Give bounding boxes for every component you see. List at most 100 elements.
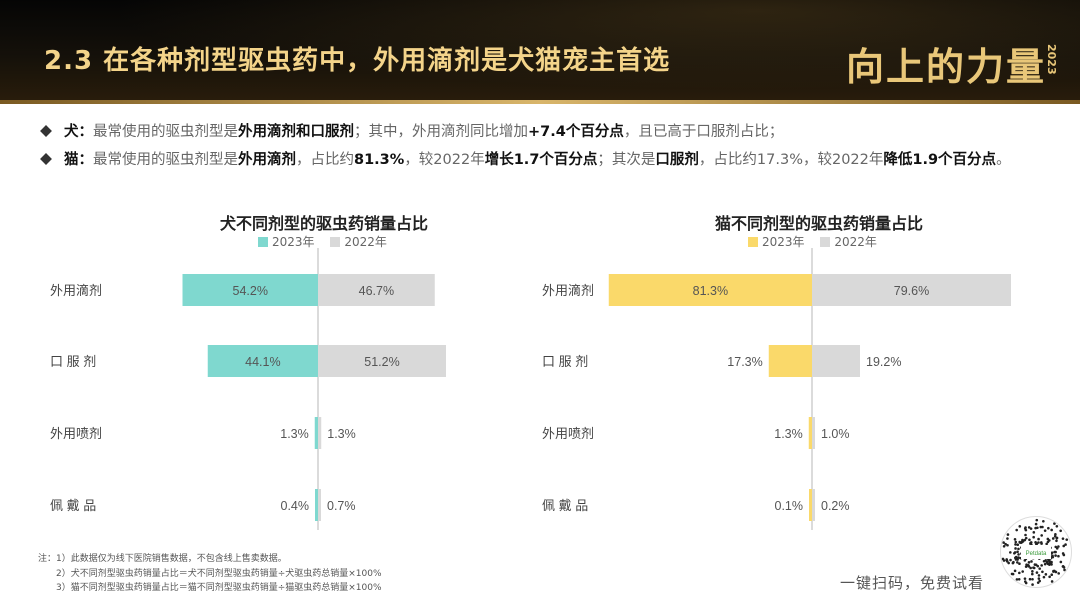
qr-dot [1018, 571, 1021, 575]
qr-dot [1035, 542, 1039, 545]
qr-dot [1006, 543, 1009, 547]
qr-dot [1064, 543, 1067, 546]
qr-dot [1046, 540, 1050, 544]
bullet-text: ；其中，外用滴剂同比增加 [354, 124, 528, 140]
qr-dot [1002, 541, 1005, 544]
qr-dot [1037, 574, 1041, 577]
qr-dot [1004, 542, 1007, 546]
qr-dot [1041, 570, 1044, 574]
bar-2022 [318, 274, 435, 306]
qr-dot [1054, 533, 1057, 536]
qr-dot [1048, 575, 1051, 579]
data-label-2022: 1.0% [821, 427, 850, 441]
qr-dot [1034, 522, 1038, 526]
qr-dot [1053, 522, 1056, 525]
bullet-dog: 犬：最常使用的驱虫剂型是外用滴剂和口服剂；其中，外用滴剂同比增加+7.4个百分点… [40, 118, 1060, 146]
category-label: 外用喷剂 [542, 426, 594, 441]
qr-dot [1059, 529, 1062, 533]
qr-dot [1017, 553, 1020, 556]
legend-item-2022: 2022年 [330, 235, 387, 249]
qr-dot [1009, 558, 1012, 562]
bar-2023 [182, 274, 318, 306]
bar-2022 [812, 274, 1011, 306]
qr-dot [1021, 570, 1024, 573]
bullet-emphasis: 外用滴剂和口服剂 [238, 124, 354, 140]
qr-dot [1024, 533, 1027, 537]
bar-2022 [318, 489, 321, 521]
qr-dot [1053, 534, 1057, 538]
qr-dot [1011, 572, 1015, 576]
qr-dot [1061, 537, 1065, 540]
qr-label: Petdata [1026, 551, 1047, 557]
data-label-2023: 0.4% [281, 499, 310, 513]
qr-dot [1046, 537, 1050, 541]
qr-dot [1065, 538, 1069, 541]
qr-dot [1024, 565, 1028, 568]
brand-logo-year: 2023 [1045, 44, 1058, 75]
bullet-emphasis: 81.3% [354, 152, 405, 168]
qr-dot [1017, 577, 1021, 581]
qr-dot [1001, 557, 1005, 561]
qr-dot [1024, 581, 1028, 585]
data-label-2023: 0.1% [775, 499, 804, 513]
qr-dot [1031, 577, 1034, 581]
cat-chart-svg: 外用滴剂 81.3% 79.6% 口 服 剂 17.3% 19.2% 外用喷剂 1.3% 1.0… [542, 248, 1011, 530]
qr-dot [1042, 575, 1046, 579]
qr-dot [1054, 554, 1057, 557]
category-label: 外用喷剂 [50, 426, 102, 441]
bar-2023 [809, 489, 812, 521]
data-label-2022: 51.2% [364, 355, 399, 369]
qr-dot [1047, 526, 1050, 530]
dog-chart-svg: 外用滴剂 54.2% 46.7% 口 服 剂 44.1% 51.2% 外用喷剂 1.3% 1.3… [50, 248, 446, 530]
bullet-text: 。 [996, 152, 1011, 168]
qr-dot [1026, 564, 1030, 567]
qr-dot [1013, 569, 1017, 573]
qr-dot [1002, 545, 1006, 548]
data-label-2023: 54.2% [233, 284, 268, 298]
legend-label: 2022年 [834, 235, 877, 249]
legend-swatch [820, 237, 831, 247]
legend-label: 2022年 [344, 235, 387, 249]
qr-dot [1021, 538, 1024, 542]
qr-dot [1057, 545, 1060, 548]
qr-dot [1015, 578, 1019, 581]
qr-dot [1028, 577, 1032, 581]
page-title: 2.3 在各种剂型驱虫药中，外用滴剂是犬猫宠主首选 [44, 46, 671, 76]
qr-dot [1052, 569, 1055, 573]
qr-dot [1017, 547, 1020, 551]
diamond-icon [40, 125, 52, 137]
data-label-2023: 1.3% [280, 427, 309, 441]
qr-dot [1013, 538, 1017, 541]
qr-dot [1051, 537, 1055, 540]
bar-2022 [812, 489, 815, 521]
data-label-2022: 19.2% [866, 355, 901, 369]
qr-dot [1036, 581, 1040, 584]
footnote-2: 2）犬不同剂型驱虫药销量占比＝犬不同剂型驱虫药销量÷犬驱虫药总销量×100% [56, 568, 382, 579]
qr-code-graphic: Petdata [1001, 518, 1069, 586]
data-label-2022: 46.7% [359, 284, 394, 298]
qr-dot [1023, 577, 1027, 580]
legend-item-2023: 2023年 [258, 235, 315, 249]
cat-chart: 猫不同剂型的驱虫药销量占比 2023年 2022年 外用滴剂 81.3% 79.6%… [540, 200, 1080, 540]
qr-dot [1015, 528, 1018, 532]
qr-dot [1057, 572, 1060, 575]
qr-dot [1037, 537, 1040, 541]
category-label: 口 服 剂 [50, 354, 96, 369]
qr-dot [1040, 534, 1043, 537]
qr-code[interactable]: Petdata [1000, 516, 1072, 588]
qr-dot [1055, 524, 1059, 528]
category-label: 外用滴剂 [50, 283, 102, 298]
qr-dot [1037, 577, 1041, 580]
bar-2023 [314, 417, 318, 449]
bar-2022 [318, 345, 446, 377]
qr-dot [1062, 553, 1066, 557]
qr-dot [1013, 551, 1017, 554]
qr-dot [1050, 573, 1054, 577]
qr-dot [1005, 558, 1008, 561]
qr-dot [1038, 579, 1041, 583]
diamond-icon [40, 153, 52, 165]
qr-dot [1027, 526, 1031, 529]
qr-dot [1055, 539, 1058, 543]
brand-logo: 向上的力量 [845, 44, 1046, 89]
qr-dot [1032, 531, 1036, 534]
